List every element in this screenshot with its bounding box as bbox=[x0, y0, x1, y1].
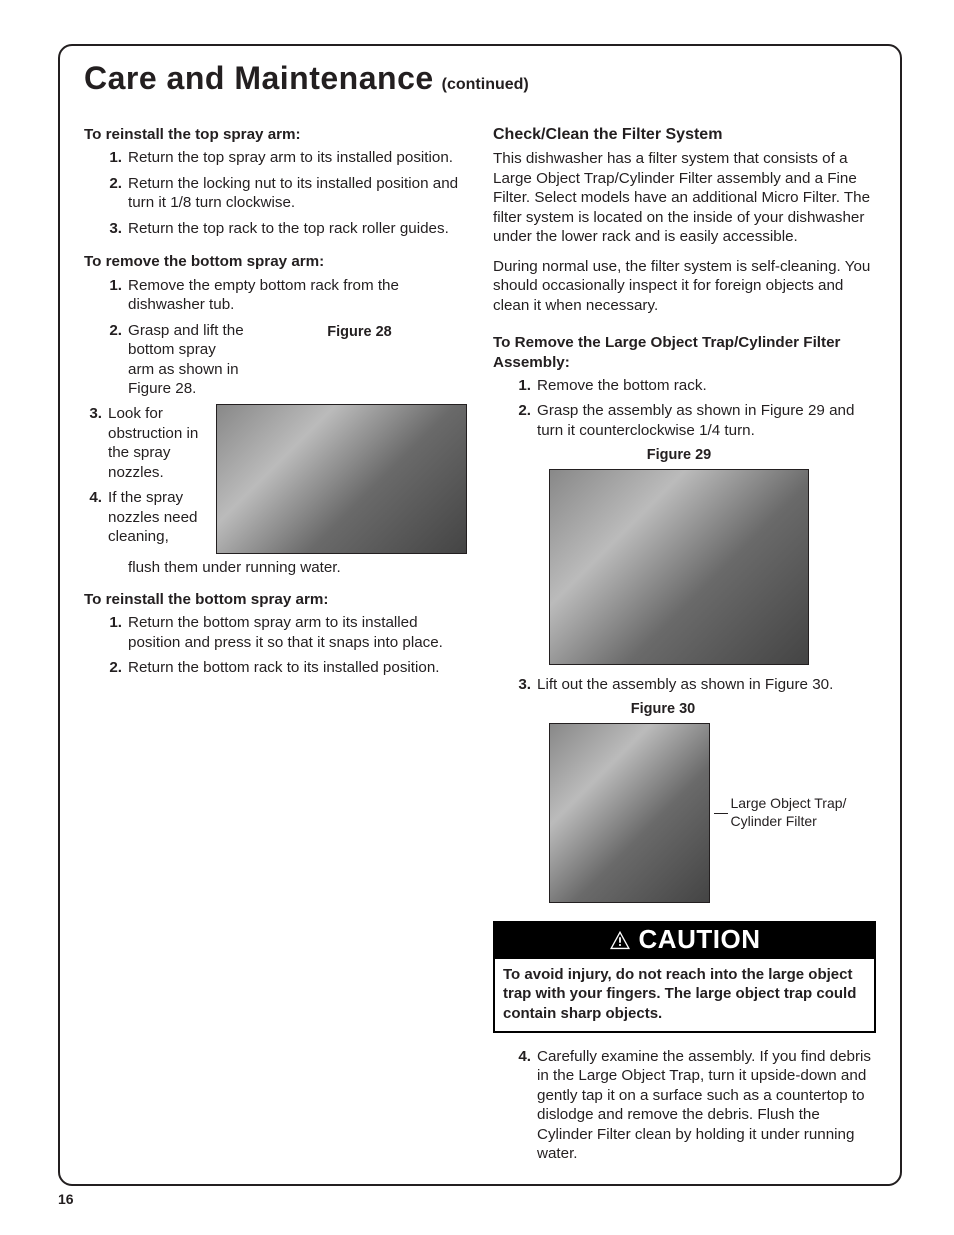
list-item: 3.Lift out the assembly as shown in Figu… bbox=[493, 675, 876, 694]
ordered-list: 3.Lift out the assembly as shown in Figu… bbox=[493, 675, 876, 694]
figure-30-wrap: Large Object Trap/ Cylinder Filter bbox=[549, 723, 876, 903]
paragraph: This dishwasher has a filter system that… bbox=[493, 149, 876, 246]
list-item: 2.Grasp and lift the bottom spray arm as… bbox=[84, 321, 467, 399]
ordered-list: 1.Remove the empty bottom rack from the … bbox=[84, 276, 467, 399]
caution-header: CAUTION bbox=[493, 921, 876, 959]
content-frame: Care and Maintenance (continued) To rein… bbox=[58, 44, 902, 1186]
section-heading: To remove the bottom spray arm: bbox=[84, 252, 467, 271]
figure-29-photo bbox=[549, 469, 809, 665]
figure-label: Figure 29 bbox=[549, 446, 809, 465]
paragraph: During normal use, the filter system is … bbox=[493, 257, 876, 315]
list-item: 1.Return the top spray arm to its instal… bbox=[84, 148, 467, 167]
section-heading: Check/Clean the Filter System bbox=[493, 125, 876, 145]
list-item: 3.Look for obstruction in the spray nozz… bbox=[84, 404, 204, 482]
two-column-layout: To reinstall the top spray arm: 1.Return… bbox=[84, 125, 876, 1177]
ordered-list: 1.Return the bottom spray arm to its ins… bbox=[84, 613, 467, 677]
manual-page: Care and Maintenance (continued) To rein… bbox=[0, 0, 954, 1235]
ordered-list: 1.Return the top spray arm to its instal… bbox=[84, 148, 467, 238]
list-item: 1.Return the bottom spray arm to its ins… bbox=[84, 613, 467, 652]
list-item: 2.Return the locking nut to its installe… bbox=[84, 174, 467, 213]
list-item-continuation: flush them under running water. bbox=[84, 558, 467, 577]
list-item: 4.If the spray nozzles need cleaning, bbox=[84, 488, 204, 546]
figure-28-photo-wrap bbox=[216, 404, 467, 554]
page-number: 16 bbox=[58, 1191, 74, 1207]
page-title-suffix: (continued) bbox=[442, 76, 529, 94]
leader-line bbox=[714, 813, 728, 814]
list-item: 4.Carefully examine the assembly. If you… bbox=[493, 1047, 876, 1164]
ordered-list: 1.Remove the bottom rack. 2.Grasp the as… bbox=[493, 376, 876, 440]
caution-title: CAUTION bbox=[639, 923, 761, 956]
list-item: 3.Return the top rack to the top rack ro… bbox=[84, 219, 467, 238]
section-heading: To reinstall the bottom spray arm: bbox=[84, 590, 467, 609]
text-wrap-row: 3.Look for obstruction in the spray nozz… bbox=[84, 404, 467, 554]
list-item: 1.Remove the empty bottom rack from the … bbox=[84, 276, 467, 315]
list-item: 2.Return the bottom rack to its installe… bbox=[84, 658, 467, 677]
left-column: To reinstall the top spray arm: 1.Return… bbox=[84, 125, 467, 1177]
figure-label: Figure 30 bbox=[549, 700, 777, 719]
section-heading: To reinstall the top spray arm: bbox=[84, 125, 467, 144]
figure-28-photo bbox=[216, 404, 467, 554]
figure-30-callout: Large Object Trap/ Cylinder Filter bbox=[716, 795, 876, 830]
ordered-list: 4.Carefully examine the assembly. If you… bbox=[493, 1047, 876, 1164]
warning-icon bbox=[609, 930, 631, 950]
list-item: 1.Remove the bottom rack. bbox=[493, 376, 876, 395]
page-title: Care and Maintenance bbox=[84, 60, 434, 97]
page-title-row: Care and Maintenance (continued) bbox=[84, 60, 876, 97]
figure-label: Figure 28 bbox=[252, 323, 467, 342]
wrapped-list: 3.Look for obstruction in the spray nozz… bbox=[84, 404, 204, 554]
list-item: 2.Grasp the assembly as shown in Figure … bbox=[493, 401, 876, 440]
figure-30-photo bbox=[549, 723, 710, 903]
right-column: Check/Clean the Filter System This dishw… bbox=[493, 125, 876, 1177]
section-heading: To Remove the Large Object Trap/Cylinder… bbox=[493, 333, 876, 372]
figure-28-block: Figure 28 bbox=[252, 321, 467, 399]
caution-body: To avoid injury, do not reach into the l… bbox=[493, 959, 876, 1033]
